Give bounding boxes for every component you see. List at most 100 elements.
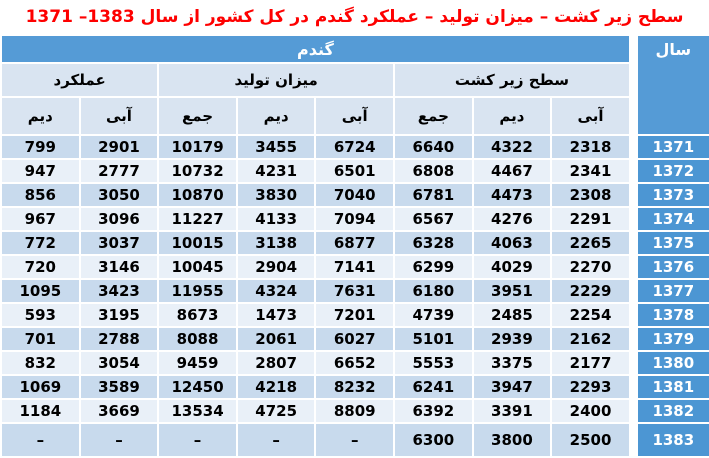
table-row: 1375 2265 4063 6328 6877 3138 10015 3037…	[0, 230, 709, 256]
data-cell-area-total: 6180	[393, 278, 474, 304]
data-cell-area-rainfed: 3947	[471, 374, 553, 400]
table-row: 1371 2318 4322 6640 6724 3455 10179 2901…	[0, 134, 709, 160]
data-cell-production-irrigated: 6501	[314, 158, 396, 184]
wheat-header: گندم	[0, 34, 631, 64]
data-cell-area-irrigated: 2341	[550, 158, 631, 184]
data-cell-yield-rainfed: 593	[0, 302, 81, 328]
group-header-production: میزان تولید	[157, 62, 396, 98]
year-cell: 1383	[635, 422, 709, 458]
data-cell-yield-irrigated: 3037	[78, 230, 160, 256]
data-cell-production-rainfed: 3138	[235, 230, 317, 256]
year-cell: 1378	[635, 302, 709, 328]
data-cell-area-total: 6392	[393, 398, 474, 424]
data-cell-yield-irrigated: 3050	[78, 182, 160, 208]
data-cell-area-irrigated: 2270	[550, 254, 631, 280]
data-cell-area-total: 6640	[393, 134, 474, 160]
data-cell-area-total: 6808	[393, 158, 474, 184]
data-cell-production-rainfed: 4133	[235, 206, 317, 232]
data-cell-yield-irrigated: 3589	[78, 374, 160, 400]
data-cell-area-irrigated: 2229	[550, 278, 631, 304]
data-cell-production-rainfed: 3830	[235, 182, 317, 208]
year-cell: 1377	[635, 278, 709, 304]
data-cell-production-rainfed: 4218	[235, 374, 317, 400]
year-column-header: سال	[635, 34, 709, 136]
data-cell-yield-irrigated: 3054	[78, 350, 160, 376]
data-cell-production-irrigated: 7631	[314, 278, 396, 304]
data-cell-area-total: 5101	[393, 326, 474, 352]
data-cell-area-irrigated: 2291	[550, 206, 631, 232]
data-cell-area-irrigated: 2400	[550, 398, 631, 424]
wheat-statistics-table: سال گندم سطح زیر کشت میزان تولید عملکرد …	[0, 34, 709, 458]
data-cell-production-total: 8088	[157, 326, 238, 352]
data-cell-production-rainfed: 3455	[235, 134, 317, 160]
data-cell-area-irrigated: 2265	[550, 230, 631, 256]
data-cell-yield-irrigated: 3195	[78, 302, 160, 328]
data-cell-yield-irrigated: 3146	[78, 254, 160, 280]
data-cell-production-rainfed: 4231	[235, 158, 317, 184]
data-cell-yield-irrigated: 3669	[78, 398, 160, 424]
col-header-production-irrigated: آبی	[314, 96, 396, 136]
data-cell-production-total: 10045	[157, 254, 238, 280]
group-header-cultivated-area: سطح زیر کشت	[393, 62, 631, 98]
data-cell-area-rainfed: 4063	[471, 230, 553, 256]
data-cell-yield-irrigated: 2777	[78, 158, 160, 184]
table-row: 1378 2254 2485 4739 7201 1473 8673 3195 …	[0, 302, 709, 328]
data-cell-production-irrigated: 8232	[314, 374, 396, 400]
data-cell-area-rainfed: 3391	[471, 398, 553, 424]
data-cell-area-irrigated: 2318	[550, 134, 631, 160]
table-row: 1382 2400 3391 6392 8809 4725 13534 3669…	[0, 398, 709, 424]
data-cell-production-irrigated: 6724	[314, 134, 396, 160]
data-cell-area-rainfed: 2939	[471, 326, 553, 352]
group-header-yield: عملکرد	[0, 62, 160, 98]
data-cell-production-total: 13534	[157, 398, 238, 424]
data-cell-area-total: 6241	[393, 374, 474, 400]
data-cell-area-rainfed: 3800	[471, 422, 553, 458]
data-cell-yield-rainfed: 967	[0, 206, 81, 232]
data-cell-production-irrigated: 6027	[314, 326, 396, 352]
col-header-area-rainfed: دیم	[471, 96, 553, 136]
data-cell-area-rainfed: 4473	[471, 182, 553, 208]
data-cell-area-rainfed: 4322	[471, 134, 553, 160]
year-cell: 1379	[635, 326, 709, 352]
year-cell: 1375	[635, 230, 709, 256]
data-cell-production-irrigated: –	[314, 422, 396, 458]
data-cell-area-rainfed: 4029	[471, 254, 553, 280]
data-cell-production-total: –	[157, 422, 238, 458]
data-cell-production-rainfed: 2904	[235, 254, 317, 280]
data-cell-production-irrigated: 7040	[314, 182, 396, 208]
header-row-top: سال گندم	[0, 34, 709, 458]
data-cell-production-total: 11227	[157, 206, 238, 232]
data-cell-yield-rainfed: 720	[0, 254, 81, 280]
data-cell-area-total: 6299	[393, 254, 474, 280]
data-cell-area-irrigated: 2177	[550, 350, 631, 376]
data-cell-yield-rainfed: 856	[0, 182, 81, 208]
data-cell-yield-rainfed: 1095	[0, 278, 81, 304]
table-row: 1374 2291 4276 6567 7094 4133 11227 3096…	[0, 206, 709, 232]
table-row: 1381 2293 3947 6241 8232 4218 12450 3589…	[0, 374, 709, 400]
col-header-area-total: جمع	[393, 96, 474, 136]
data-cell-production-irrigated: 8809	[314, 398, 396, 424]
data-cell-area-irrigated: 2254	[550, 302, 631, 328]
col-header-production-rainfed: دیم	[235, 96, 317, 136]
data-cell-area-total: 6300	[393, 422, 474, 458]
data-cell-production-irrigated: 7094	[314, 206, 396, 232]
col-header-area-irrigated: آبی	[550, 96, 631, 136]
data-cell-yield-rainfed: 772	[0, 230, 81, 256]
data-cell-area-irrigated: 2293	[550, 374, 631, 400]
table-row: 1380 2177 3375 5553 6652 2807 9459 3054 …	[0, 350, 709, 376]
year-cell: 1371	[635, 134, 709, 160]
header-row-groups: سطح زیر کشت میزان تولید عملکرد	[0, 62, 709, 98]
data-cell-production-irrigated: 7141	[314, 254, 396, 280]
year-cell: 1380	[635, 350, 709, 376]
data-cell-area-rainfed: 3951	[471, 278, 553, 304]
data-cell-production-rainfed: 4324	[235, 278, 317, 304]
data-cell-yield-rainfed: –	[0, 422, 81, 458]
data-cell-production-total: 11955	[157, 278, 238, 304]
data-cell-production-total: 10732	[157, 158, 238, 184]
col-header-yield-rainfed: دیم	[0, 96, 81, 136]
data-cell-production-total: 10870	[157, 182, 238, 208]
data-cell-production-total: 10179	[157, 134, 238, 160]
data-cell-yield-irrigated: 3423	[78, 278, 160, 304]
data-cell-yield-rainfed: 832	[0, 350, 81, 376]
column-gap	[628, 34, 638, 458]
